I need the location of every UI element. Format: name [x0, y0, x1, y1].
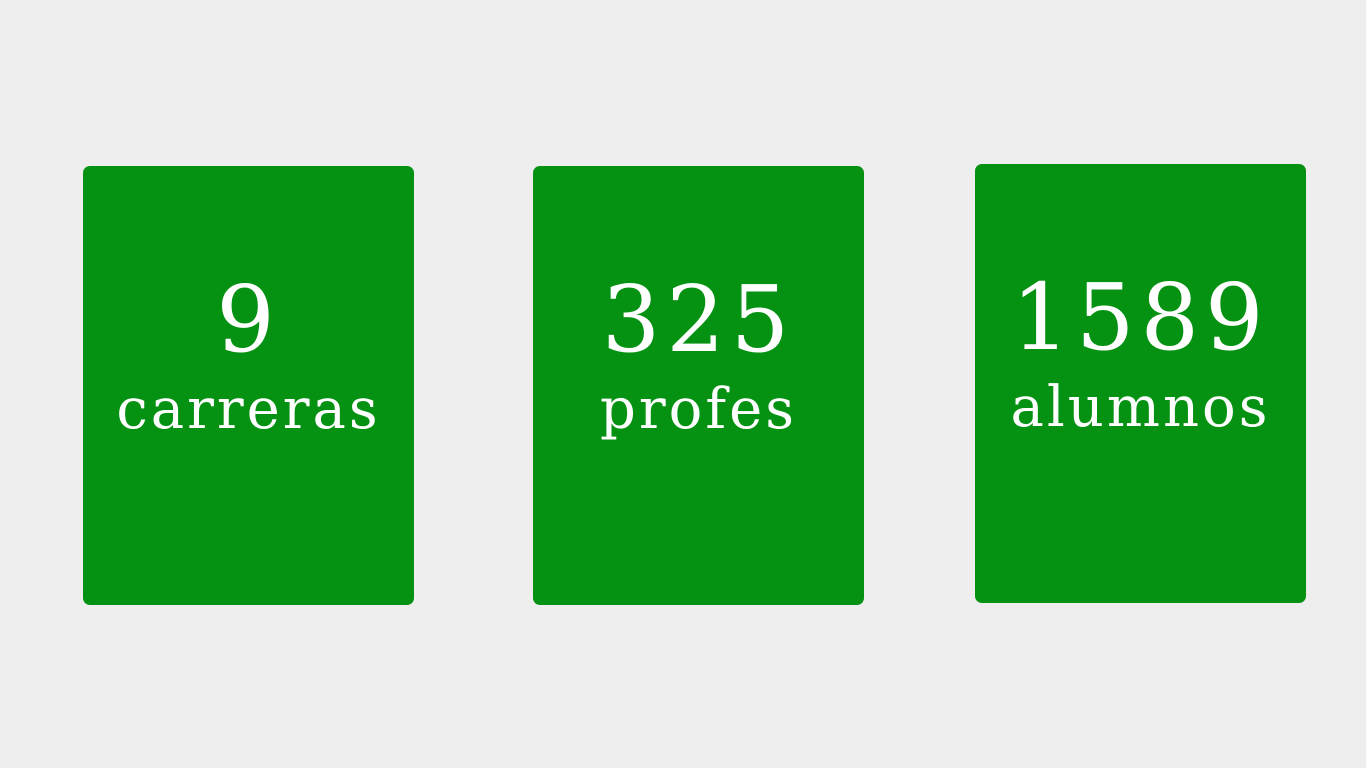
stat-card-alumnos: 1589 alumnos — [975, 164, 1306, 603]
stat-card-profes: 325 profes — [533, 166, 864, 605]
stat-value-carreras: 9 — [216, 266, 281, 373]
stat-value-profes: 325 — [601, 266, 796, 373]
stat-label-alumnos: alumnos — [1010, 375, 1271, 440]
stat-label-carreras: carreras — [116, 377, 381, 442]
stat-label-profes: profes — [600, 377, 797, 442]
stat-card-carreras: 9 carreras — [83, 166, 414, 605]
stat-value-alumnos: 1589 — [1011, 264, 1270, 371]
